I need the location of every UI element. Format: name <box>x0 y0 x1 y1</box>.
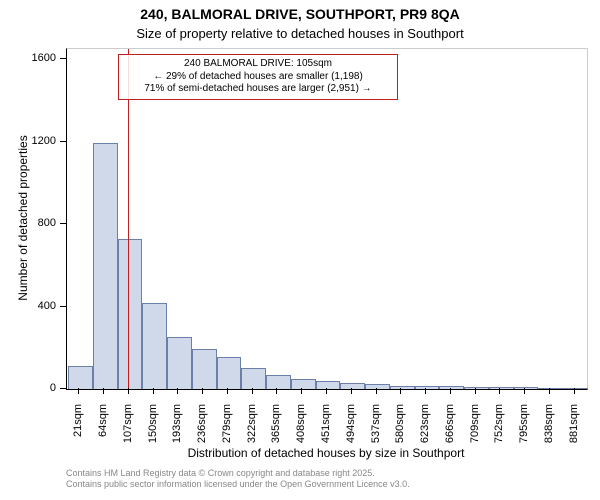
histogram-bar <box>142 303 167 390</box>
x-tick-label: 580sqm <box>394 404 406 452</box>
histogram-bar <box>489 387 514 389</box>
x-tick-label: 451sqm <box>320 404 332 452</box>
histogram-bar <box>415 386 440 389</box>
histogram-bar <box>266 375 291 389</box>
x-tick-label: 193sqm <box>171 404 183 452</box>
x-tick-mark <box>475 388 476 394</box>
x-tick-label: 236sqm <box>196 404 208 452</box>
y-tick-mark <box>60 388 66 389</box>
histogram-bar <box>514 387 539 389</box>
y-tick-label: 0 <box>0 382 56 394</box>
histogram-bar <box>316 381 341 389</box>
histogram-bar <box>118 239 143 389</box>
x-tick-label: 537sqm <box>370 404 382 452</box>
annotation-line: 71% of semi-detached houses are larger (… <box>125 83 391 96</box>
x-tick-label: 21sqm <box>72 404 84 452</box>
histogram-bar <box>241 368 266 389</box>
x-tick-mark <box>177 388 178 394</box>
x-tick-label: 107sqm <box>122 404 134 452</box>
x-tick-mark <box>499 388 500 394</box>
x-tick-label: 838sqm <box>543 404 555 452</box>
x-tick-mark <box>524 388 525 394</box>
chart-subtitle: Size of property relative to detached ho… <box>0 26 600 41</box>
x-tick-label: 408sqm <box>295 404 307 452</box>
x-tick-mark <box>153 388 154 394</box>
x-tick-mark <box>103 388 104 394</box>
y-tick-label: 1600 <box>0 52 56 64</box>
highlight-line <box>128 49 129 389</box>
y-tick-label: 800 <box>0 217 56 229</box>
histogram-bar <box>390 386 415 389</box>
histogram-bar <box>291 379 316 389</box>
x-tick-mark <box>202 388 203 394</box>
y-tick-mark <box>60 306 66 307</box>
x-tick-mark <box>400 388 401 394</box>
annotation-line: 240 BALMORAL DRIVE: 105sqm <box>125 58 391 71</box>
x-tick-label: 494sqm <box>345 404 357 452</box>
attribution-line: Contains HM Land Registry data © Crown c… <box>66 468 410 479</box>
attribution: Contains HM Land Registry data © Crown c… <box>66 468 410 491</box>
x-tick-label: 365sqm <box>270 404 282 452</box>
x-tick-mark <box>549 388 550 394</box>
x-tick-mark <box>376 388 377 394</box>
x-tick-label: 881sqm <box>568 404 580 452</box>
x-axis-label: Distribution of detached houses by size … <box>66 446 586 460</box>
histogram-bar <box>192 349 217 389</box>
y-tick-label: 400 <box>0 300 56 312</box>
x-tick-label: 279sqm <box>221 404 233 452</box>
y-tick-mark <box>60 58 66 59</box>
histogram-bar <box>93 143 118 389</box>
x-tick-mark <box>351 388 352 394</box>
y-tick-label: 1200 <box>0 135 56 147</box>
annotation-line: ← 29% of detached houses are smaller (1,… <box>125 71 391 84</box>
histogram-bar <box>538 388 563 389</box>
x-tick-label: 623sqm <box>419 404 431 452</box>
x-tick-label: 752sqm <box>493 404 505 452</box>
histogram-bar <box>167 337 192 390</box>
chart-container: 240, BALMORAL DRIVE, SOUTHPORT, PR9 8QA … <box>0 0 600 500</box>
x-tick-mark <box>301 388 302 394</box>
x-tick-mark <box>326 388 327 394</box>
annotation-box: 240 BALMORAL DRIVE: 105sqm ← 29% of deta… <box>118 54 398 100</box>
histogram-bar <box>217 357 242 389</box>
histogram-bar <box>563 388 588 389</box>
x-tick-label: 322sqm <box>246 404 258 452</box>
y-tick-mark <box>60 141 66 142</box>
x-tick-mark <box>450 388 451 394</box>
chart-title: 240, BALMORAL DRIVE, SOUTHPORT, PR9 8QA <box>0 6 600 22</box>
x-tick-label: 666sqm <box>444 404 456 452</box>
histogram-bar <box>365 384 390 389</box>
x-tick-mark <box>252 388 253 394</box>
x-tick-mark <box>574 388 575 394</box>
x-tick-mark <box>276 388 277 394</box>
histogram-bar <box>340 383 365 389</box>
x-tick-label: 795sqm <box>518 404 530 452</box>
x-tick-mark <box>78 388 79 394</box>
x-tick-label: 64sqm <box>97 404 109 452</box>
attribution-line: Contains public sector information licen… <box>66 479 410 490</box>
histogram-bar <box>68 366 93 389</box>
histogram-bar <box>439 386 464 389</box>
y-tick-mark <box>60 223 66 224</box>
x-tick-label: 709sqm <box>469 404 481 452</box>
x-tick-mark <box>128 388 129 394</box>
x-tick-mark <box>425 388 426 394</box>
x-tick-mark <box>227 388 228 394</box>
histogram-bar <box>464 387 489 389</box>
x-tick-label: 150sqm <box>147 404 159 452</box>
